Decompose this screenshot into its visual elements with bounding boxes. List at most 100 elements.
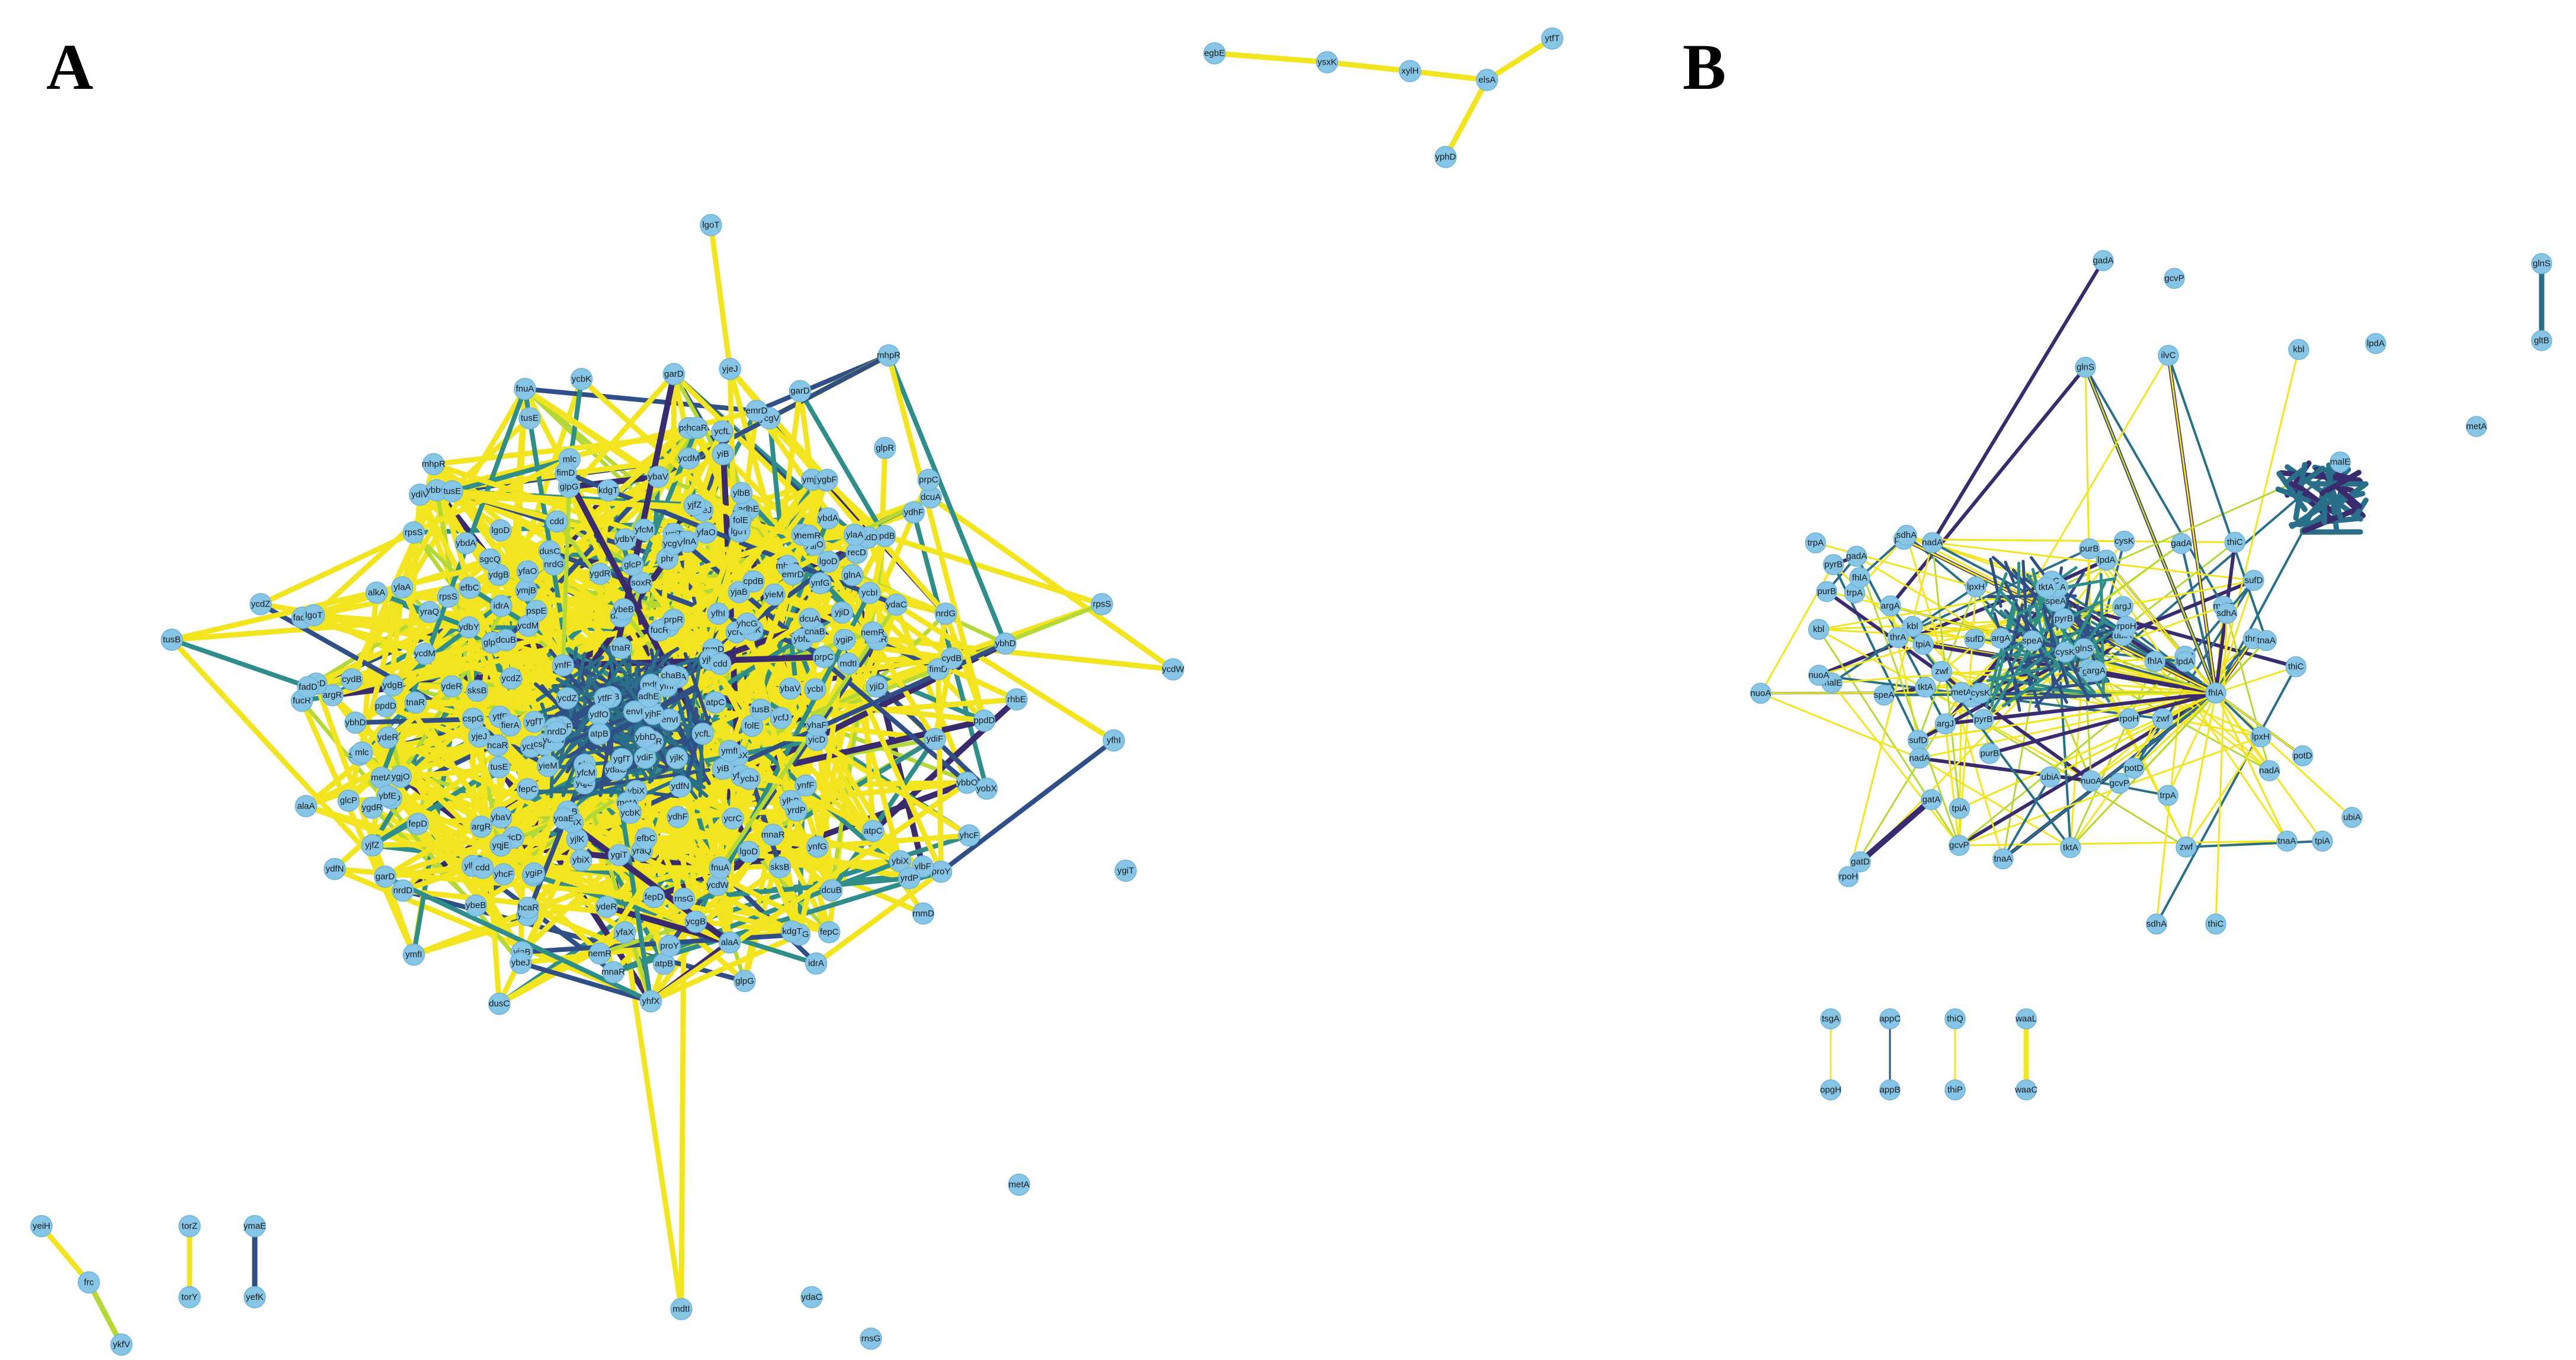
node[interactable]: ykfV bbox=[110, 1333, 133, 1356]
node[interactable]: yhcF bbox=[492, 863, 515, 886]
node[interactable]: yjaB bbox=[728, 580, 751, 604]
node[interactable]: efbC bbox=[458, 576, 481, 599]
node[interactable]: yjhF bbox=[642, 703, 665, 726]
node[interactable]: proY bbox=[658, 935, 681, 957]
node[interactable]: cpdB bbox=[742, 570, 765, 593]
node[interactable]: nrdG bbox=[934, 602, 957, 625]
node[interactable]: yhfX bbox=[639, 990, 662, 1013]
node[interactable]: ybdA bbox=[454, 532, 478, 554]
node[interactable]: ycbK bbox=[619, 801, 642, 825]
node[interactable]: gadA bbox=[2093, 250, 2114, 271]
node[interactable]: glcP bbox=[621, 553, 644, 576]
node[interactable]: yhcF bbox=[958, 824, 981, 847]
node[interactable]: metA bbox=[2466, 416, 2487, 437]
node[interactable]: ydhF bbox=[902, 501, 925, 524]
node[interactable]: cydB bbox=[940, 647, 963, 670]
node[interactable]: glnA bbox=[841, 564, 864, 586]
node[interactable]: ymfI bbox=[718, 740, 741, 762]
node[interactable]: torY bbox=[178, 1286, 201, 1308]
node[interactable]: lgoD bbox=[817, 550, 840, 573]
node[interactable]: lgoT bbox=[700, 214, 722, 236]
node[interactable]: glpG bbox=[733, 970, 756, 993]
node[interactable]: ygfT bbox=[523, 710, 546, 733]
node[interactable]: yjlK bbox=[665, 746, 688, 769]
node[interactable]: argR bbox=[321, 684, 344, 707]
node[interactable]: gcvP bbox=[1949, 835, 1970, 856]
node[interactable]: ygbF bbox=[816, 469, 838, 491]
node[interactable]: ydfN bbox=[323, 858, 346, 880]
node[interactable]: ydbY bbox=[614, 528, 637, 551]
node[interactable]: rpoH bbox=[2119, 708, 2140, 730]
node[interactable]: atpC bbox=[704, 691, 726, 714]
node[interactable]: appB bbox=[1879, 1079, 1901, 1101]
node[interactable]: pyrB bbox=[2053, 608, 2075, 630]
node[interactable]: ylaA bbox=[391, 576, 414, 599]
node[interactable]: metA bbox=[1008, 1173, 1030, 1196]
node[interactable]: ylaA bbox=[843, 524, 866, 546]
node[interactable]: ylbF bbox=[911, 855, 934, 878]
node[interactable]: fepC bbox=[516, 778, 539, 801]
node[interactable]: tusB bbox=[161, 628, 183, 651]
node[interactable]: yiB bbox=[712, 442, 735, 466]
node[interactable]: yhaF bbox=[806, 714, 828, 737]
node[interactable]: ydhF bbox=[667, 806, 689, 828]
node[interactable]: sksB bbox=[466, 679, 489, 702]
node[interactable]: pspE bbox=[525, 599, 548, 623]
node[interactable]: garD bbox=[662, 363, 685, 386]
node[interactable]: ydeR bbox=[376, 726, 399, 749]
node[interactable]: ynfF bbox=[552, 654, 575, 676]
node[interactable]: argA bbox=[1879, 595, 1901, 617]
node[interactable]: ysxK bbox=[1316, 51, 1338, 73]
node[interactable]: ymjB bbox=[515, 579, 538, 602]
node[interactable]: hcaR bbox=[486, 734, 509, 757]
node[interactable]: potD bbox=[2292, 745, 2314, 766]
node[interactable]: yfaX bbox=[613, 921, 636, 944]
node[interactable]: thiQ bbox=[1944, 1008, 1966, 1029]
node[interactable]: yqjE bbox=[489, 834, 512, 857]
node[interactable]: fepD bbox=[406, 813, 429, 835]
node[interactable]: ydgB bbox=[382, 674, 404, 697]
node[interactable]: ycgV bbox=[662, 533, 684, 555]
node[interactable]: ybhD bbox=[994, 632, 1017, 655]
node[interactable]: argA bbox=[1990, 627, 2012, 649]
node[interactable]: ydaC bbox=[885, 594, 908, 616]
node[interactable]: ycfL bbox=[711, 420, 733, 443]
node[interactable]: proY bbox=[930, 860, 953, 883]
node[interactable]: hcaR bbox=[685, 416, 708, 440]
node[interactable]: ygdR bbox=[361, 796, 383, 819]
node[interactable]: kdgT bbox=[781, 920, 803, 943]
node[interactable]: rpoH bbox=[2116, 615, 2138, 637]
node[interactable]: ybaV bbox=[490, 806, 512, 829]
node[interactable]: yfaO bbox=[516, 560, 539, 583]
node[interactable]: ycbK bbox=[570, 368, 593, 390]
node[interactable]: cspG bbox=[462, 707, 485, 730]
node[interactable]: glnS bbox=[2075, 357, 2096, 378]
node[interactable]: appC bbox=[1879, 1008, 1901, 1029]
node[interactable]: efbC bbox=[635, 827, 658, 850]
node[interactable]: ygjO bbox=[389, 765, 412, 788]
node[interactable]: yjiD bbox=[831, 601, 854, 624]
node[interactable]: kbl bbox=[2288, 339, 2309, 360]
node[interactable]: ycdM bbox=[414, 642, 436, 665]
node[interactable]: folE bbox=[741, 714, 764, 737]
node[interactable]: ylbB bbox=[730, 482, 753, 505]
node[interactable]: lpdA bbox=[2365, 333, 2386, 354]
node[interactable]: ubiA bbox=[2341, 807, 2363, 828]
node[interactable]: fnuA bbox=[514, 377, 536, 400]
node[interactable]: zwf bbox=[2152, 708, 2174, 730]
node[interactable]: ybaV bbox=[647, 466, 669, 488]
node[interactable]: rpoH bbox=[1838, 866, 1859, 887]
node[interactable]: yefK bbox=[243, 1286, 266, 1308]
node[interactable]: tktA bbox=[2035, 576, 2057, 598]
node[interactable]: adhE bbox=[637, 685, 660, 708]
node[interactable]: yrdP bbox=[898, 867, 921, 890]
node[interactable]: glnS bbox=[2531, 253, 2552, 274]
node[interactable]: ybiX bbox=[889, 850, 912, 873]
node[interactable]: gcvP bbox=[2109, 772, 2130, 794]
node[interactable]: yraQ bbox=[418, 601, 441, 623]
node[interactable]: cdd bbox=[471, 857, 494, 879]
node[interactable]: xylH bbox=[1399, 60, 1421, 82]
node[interactable]: purB bbox=[1816, 580, 1838, 602]
node[interactable]: frc bbox=[78, 1271, 100, 1294]
node[interactable]: lpxH bbox=[2250, 726, 2271, 748]
